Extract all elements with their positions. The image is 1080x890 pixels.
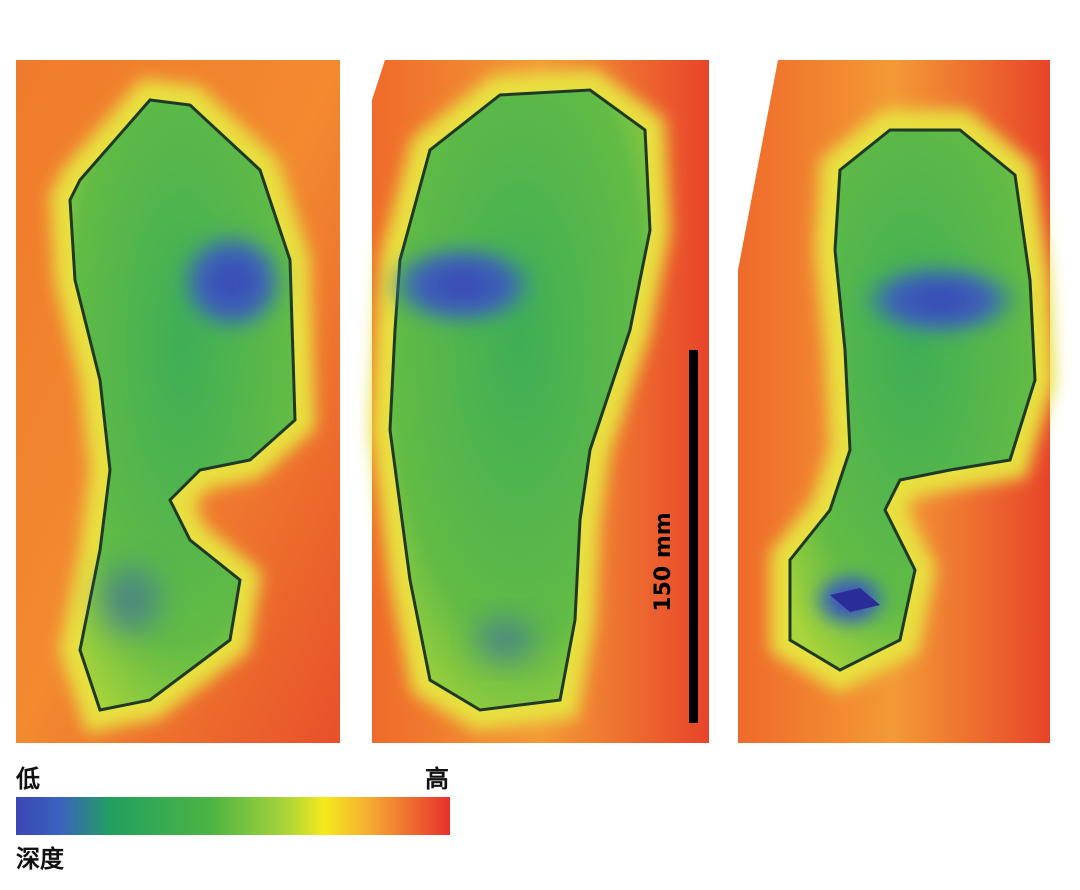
panel-middle xyxy=(369,60,709,743)
scale-bar-line xyxy=(689,350,698,723)
panel-left xyxy=(16,60,340,743)
scale-bar: 150 mm xyxy=(651,350,698,723)
legend-low: 低 xyxy=(15,765,40,793)
scale-bar-label: 150 mm xyxy=(651,512,676,611)
color-bar xyxy=(16,797,450,835)
panel-right xyxy=(738,60,1056,743)
legend-high: 高 xyxy=(425,765,449,793)
depth-legend: 低 高 深度 xyxy=(15,765,450,873)
legend-title: 深度 xyxy=(16,845,65,873)
